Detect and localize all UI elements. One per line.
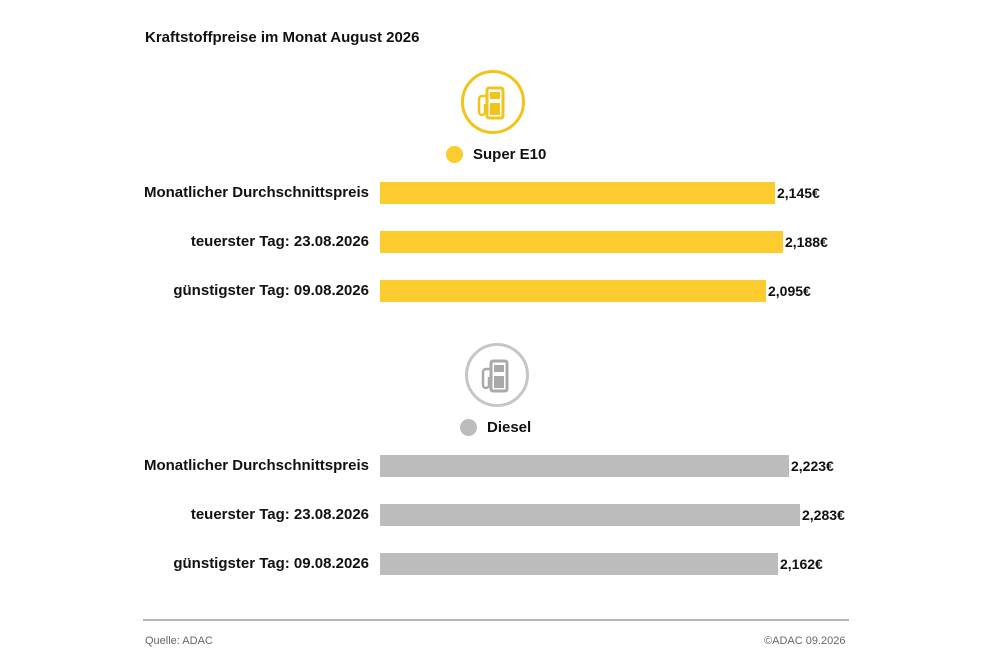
- legend-swatch: [460, 418, 477, 436]
- bar: [380, 280, 766, 302]
- legend-entry: Super E10: [446, 145, 546, 163]
- footer-divider: [143, 619, 849, 621]
- data-label: 2,095€: [768, 283, 811, 299]
- legend-swatch: [446, 145, 463, 163]
- category-label: günstigster Tag: 09.08.2026: [173, 555, 369, 572]
- legend-label: Diesel: [487, 418, 532, 436]
- data-label: 2,283€: [802, 507, 845, 523]
- source-note: Quelle: ADAC: [145, 635, 213, 647]
- data-label: 2,188€: [785, 234, 828, 250]
- category-label: teuerster Tag: 23.08.2026: [190, 506, 369, 523]
- bar: [380, 182, 775, 204]
- legend-label: Super E10: [473, 145, 547, 163]
- category-label: teuerster Tag: 23.08.2026: [190, 233, 369, 250]
- data-label: 2,162€: [780, 556, 823, 572]
- bar: [380, 231, 783, 253]
- bar: [380, 504, 800, 526]
- category-label: günstigster Tag: 09.08.2026: [173, 282, 369, 299]
- bar: [380, 455, 789, 477]
- copyright-note: ©ADAC 09.2026: [764, 635, 846, 647]
- data-label: 2,145€: [777, 185, 820, 201]
- category-label: Monatlicher Durchschnittspreis: [143, 457, 369, 474]
- chart-title: Kraftstoffpreise im Monat August 2026: [145, 29, 420, 46]
- pump-badge-1: [465, 343, 529, 407]
- fuel-pump-icon: [481, 359, 509, 393]
- pump-badge-0: [461, 70, 525, 134]
- data-label: 2,223€: [791, 458, 834, 474]
- category-label: Monatlicher Durchschnittspreis: [143, 184, 369, 201]
- legend-entry: Diesel: [460, 418, 531, 436]
- bar: [380, 553, 778, 575]
- fuel-pump-icon: [477, 86, 505, 120]
